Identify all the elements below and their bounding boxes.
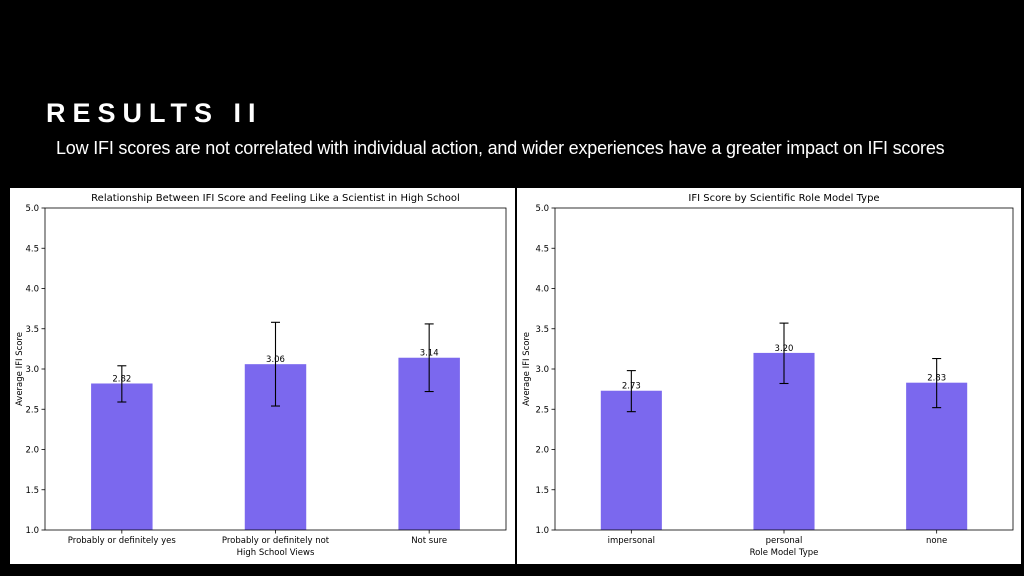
y-tick-label: 2.0 xyxy=(25,446,39,456)
y-tick-label: 4.0 xyxy=(535,285,549,295)
y-tick-label: 1.5 xyxy=(535,486,549,496)
y-tick-label: 2.5 xyxy=(535,405,549,415)
value-label-1: 3.06 xyxy=(266,355,285,365)
y-tick-label: 3.5 xyxy=(25,325,39,335)
y-tick-label: 1.5 xyxy=(25,486,39,496)
slide-title: RESULTS II xyxy=(46,98,263,128)
chart-title: IFI Score by Scientific Role Model Type xyxy=(688,193,879,204)
y-tick-label: 5.0 xyxy=(25,204,39,214)
x-tick-label-0: impersonal xyxy=(608,536,655,546)
bar-0 xyxy=(600,390,662,530)
plot-frame xyxy=(44,207,507,531)
y-tick-label: 3.5 xyxy=(535,325,549,335)
y-tick-label: 2.0 xyxy=(535,446,549,456)
chart-panel-role-model: IFI Score by Scientific Role Model Type 1… xyxy=(517,188,1021,564)
x-tick-label-1: personal xyxy=(766,536,803,546)
y-tick-label: 3.0 xyxy=(535,365,549,375)
bar-0 xyxy=(91,383,153,530)
chart-panel-high-school: Relationship Between IFI Score and Feeli… xyxy=(10,188,515,564)
x-tick-label-1: Probably or definitely not xyxy=(222,536,330,546)
y-tick-label: 4.5 xyxy=(25,244,39,254)
y-axis-label: Average IFI Score xyxy=(522,332,532,406)
plot-frame xyxy=(554,207,1014,531)
x-tick-label-0: Probably or definitely yes xyxy=(68,536,177,546)
y-axis-label: Average IFI Score xyxy=(15,332,25,406)
x-axis-label: High School Views xyxy=(237,548,315,558)
value-label-2: 2.83 xyxy=(927,374,946,384)
y-tick-label: 4.5 xyxy=(535,244,549,254)
value-label-0: 2.82 xyxy=(112,374,131,384)
value-label-0: 2.73 xyxy=(622,382,641,392)
y-tick-label: 1.0 xyxy=(25,526,39,536)
y-tick-label: 3.0 xyxy=(25,365,39,375)
y-tick-label: 5.0 xyxy=(535,204,549,214)
chart-role-model-type: IFI Score by Scientific Role Model Type 1… xyxy=(522,193,1014,558)
x-axis-label: Role Model Type xyxy=(750,548,819,558)
y-tick-label: 4.0 xyxy=(25,285,39,295)
x-tick-label-2: none xyxy=(926,536,947,546)
value-label-1: 3.20 xyxy=(775,344,794,354)
value-label-2: 3.14 xyxy=(420,349,439,359)
chart-high-school-views: Relationship Between IFI Score and Feeli… xyxy=(15,193,507,558)
slide-subtitle: Low IFI scores are not correlated with i… xyxy=(56,138,945,158)
y-tick-label: 2.5 xyxy=(25,405,39,415)
x-tick-label-2: Not sure xyxy=(411,536,447,546)
y-tick-label: 1.0 xyxy=(535,526,549,536)
chart-title: Relationship Between IFI Score and Feeli… xyxy=(91,193,460,204)
